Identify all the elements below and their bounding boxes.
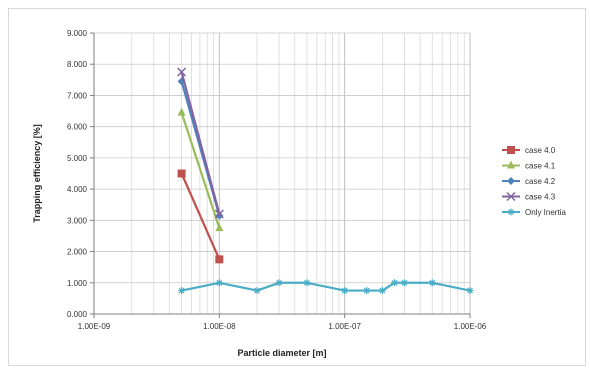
legend-label: case 4.0 xyxy=(525,146,556,155)
y-tick-label: 7.000 xyxy=(67,91,88,100)
legend-item: Only Inertia xyxy=(502,208,566,217)
series-5 xyxy=(178,279,474,295)
series-1 xyxy=(177,169,224,264)
data-point xyxy=(378,287,386,295)
data-point xyxy=(341,287,349,295)
legend-item: case 4.2 xyxy=(502,177,556,186)
series-line xyxy=(180,71,221,215)
data-point xyxy=(177,169,186,178)
data-point xyxy=(178,287,186,295)
legend-label: case 4.3 xyxy=(525,193,556,202)
data-point xyxy=(428,279,436,287)
series-line xyxy=(180,112,221,229)
data-point xyxy=(303,279,311,287)
data-point xyxy=(466,287,474,295)
x-tick-label: 1.00E-07 xyxy=(328,322,361,331)
legend-label: case 4.2 xyxy=(525,177,556,186)
chart-frame xyxy=(8,8,586,366)
data-point xyxy=(215,255,224,264)
gridlines xyxy=(93,32,471,315)
series-3 xyxy=(177,77,224,220)
legend-label: Only Inertia xyxy=(525,208,566,217)
data-point xyxy=(215,211,224,220)
x-tick-label: 1.00E-06 xyxy=(454,322,487,331)
data-point xyxy=(215,279,223,287)
y-tick-label: 1.000 xyxy=(67,279,88,288)
legend-item: case 4.3 xyxy=(502,191,556,202)
legend-item: case 4.0 xyxy=(502,146,556,155)
data-point xyxy=(177,67,187,77)
data-point xyxy=(253,287,261,295)
y-tick-label: 4.000 xyxy=(67,185,88,194)
series-2 xyxy=(177,107,224,232)
legend-item: case 4.1 xyxy=(502,160,556,171)
y-tick-label: 5.000 xyxy=(67,154,88,163)
data-point xyxy=(363,287,371,295)
legend-swatch-marker xyxy=(506,191,516,202)
legend-swatch-marker xyxy=(507,160,515,169)
data-point xyxy=(214,209,224,219)
data-point xyxy=(275,279,283,287)
legend: case 4.0 case 4.1 case 4.2 case 4.3 Only Ine… xyxy=(502,146,566,217)
data-point xyxy=(177,107,186,116)
data-point xyxy=(400,279,408,287)
series-4 xyxy=(177,67,224,219)
legend-swatch-marker xyxy=(507,208,515,216)
y-tick-label: 2.000 xyxy=(67,248,88,257)
data-point xyxy=(215,223,224,232)
y-tick-label: 8.000 xyxy=(67,60,88,69)
y-tick-label: 3.000 xyxy=(67,216,88,225)
y-tick-label: 6.000 xyxy=(67,123,88,132)
y-tick-label: 0.000 xyxy=(67,310,88,319)
legend-label: case 4.1 xyxy=(525,162,556,171)
legend-swatch-marker xyxy=(507,146,515,154)
y-axis-title: Trapping efficiency [%] xyxy=(32,124,42,223)
data-point xyxy=(391,279,399,287)
series-line xyxy=(181,281,471,292)
legend-swatch-marker xyxy=(507,177,515,185)
x-tick-label: 1.00E-08 xyxy=(203,322,236,331)
series-line xyxy=(180,173,221,260)
y-tick-label: 9.000 xyxy=(67,29,88,38)
x-tick-label: 1.00E-09 xyxy=(78,322,111,331)
x-axis-title: Particle diameter [m] xyxy=(237,348,326,358)
